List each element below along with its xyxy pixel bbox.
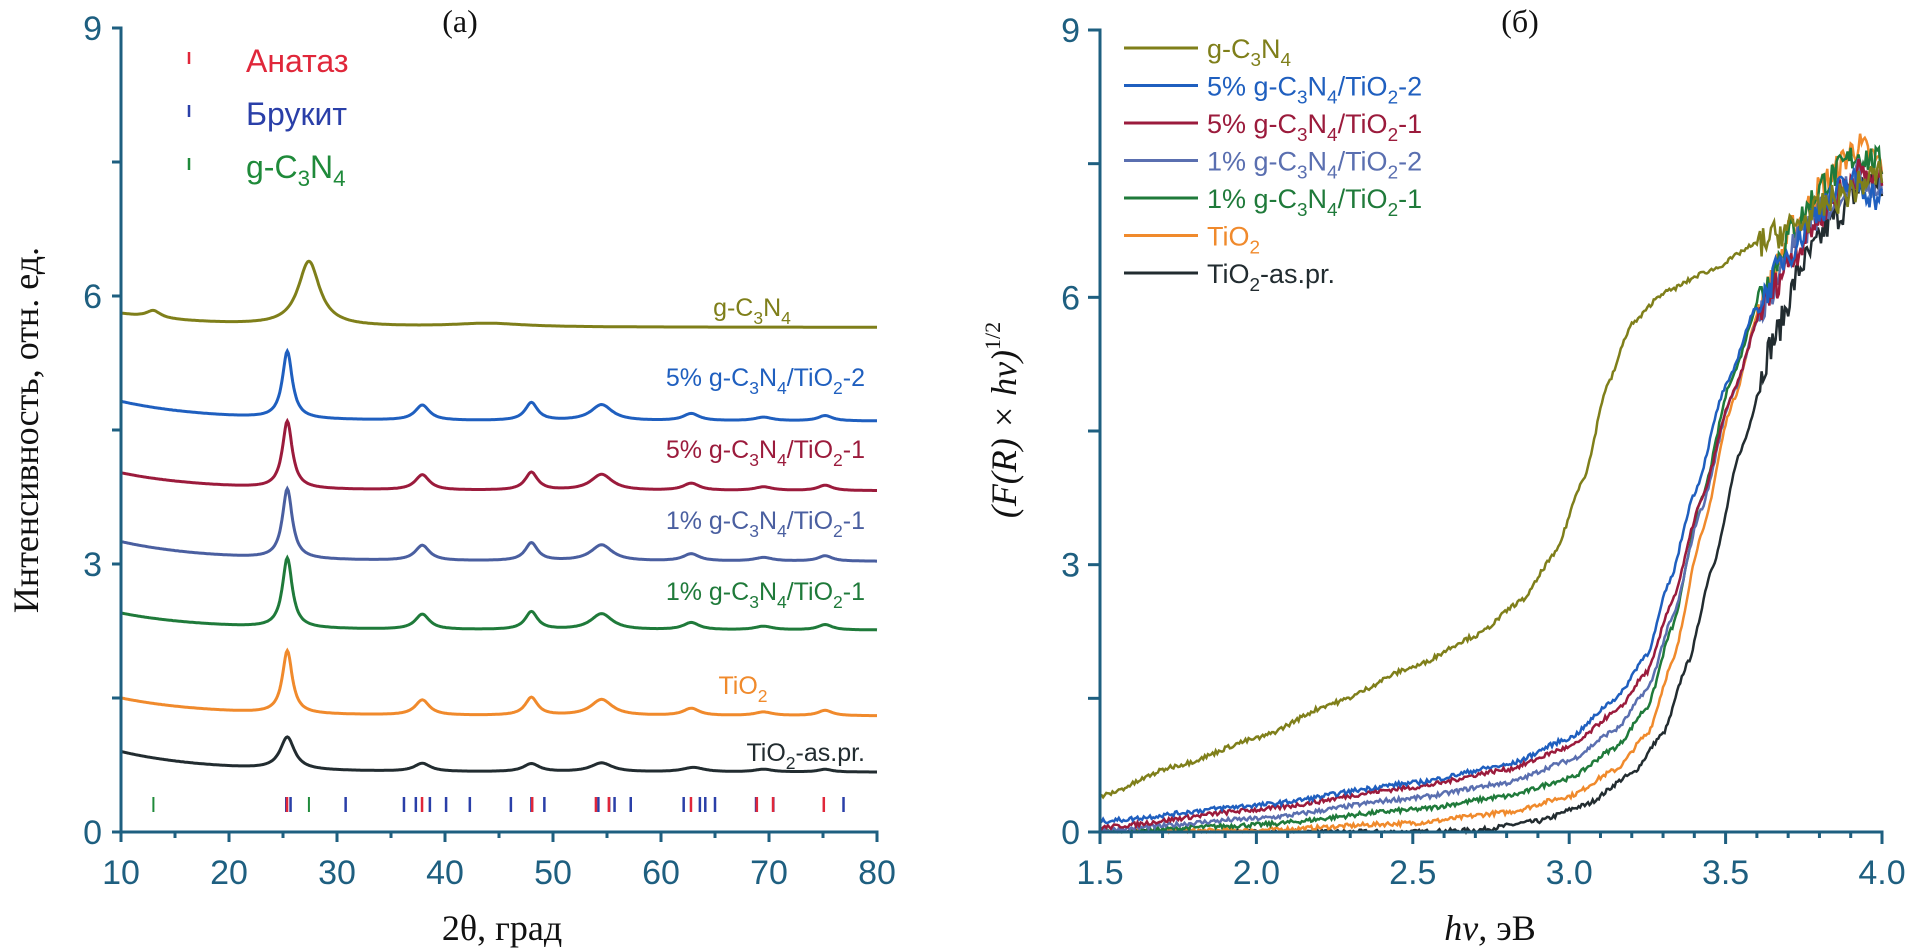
reference-legend-label: g-C3N4 bbox=[246, 149, 346, 191]
legend-label: 1% g-C3N4/TiO2-1 bbox=[1207, 184, 1422, 221]
x-axis bbox=[1090, 830, 1884, 842]
x-tick-label: 50 bbox=[534, 854, 572, 892]
xrd-series-line bbox=[120, 647, 877, 718]
panel-label-b: (б) bbox=[1501, 3, 1539, 39]
series-labels: g-C3N4 5% g-C3N4/TiO2-2 5% g-C3N4/TiO2-1 1%… bbox=[666, 294, 865, 773]
x-tick-label: 3.0 bbox=[1546, 854, 1593, 892]
series-label: 5% g-C3N4/TiO2-2 bbox=[666, 364, 865, 398]
xrd-series-line bbox=[120, 735, 877, 774]
y-tick-label: 3 bbox=[1061, 547, 1080, 585]
y-tick-label: 9 bbox=[83, 10, 102, 48]
x-tick-label: 2.0 bbox=[1233, 854, 1280, 892]
series-label: 1% g-C3N4/TiO2-1 bbox=[666, 578, 865, 612]
x-tick-label: 60 bbox=[642, 854, 680, 892]
x-tick-label: 80 bbox=[858, 854, 896, 892]
xrd-series-line bbox=[120, 485, 877, 563]
x-tick-label: 70 bbox=[750, 854, 788, 892]
xrd-series-line bbox=[120, 554, 878, 632]
legend-label: 1% g-C3N4/TiO2-2 bbox=[1207, 147, 1422, 184]
x-tick-label: 20 bbox=[210, 854, 248, 892]
series-label: 1% g-C3N4/TiO2-1 bbox=[666, 507, 865, 541]
x-tick-label: 30 bbox=[318, 854, 356, 892]
xrd-series-line bbox=[120, 417, 877, 492]
x-axis-title: hν, эВ bbox=[1444, 908, 1535, 948]
xrd-series-line bbox=[120, 259, 877, 329]
y-tick-label: 9 bbox=[1061, 12, 1080, 50]
xrd-series-line bbox=[120, 347, 877, 423]
y-tick-label: 6 bbox=[83, 278, 102, 316]
xrd-chart: (а) g-C3N4 5% g-C3N4/TiO2-2 5% g-C3N4/TiO2… bbox=[6, 3, 896, 948]
y-ticks: 0 3 6 9 bbox=[83, 10, 121, 852]
legend-label: 5% g-C3N4/TiO2-2 bbox=[1207, 72, 1422, 109]
series-label: TiO2-as.pr. bbox=[746, 739, 865, 773]
y-tick-label: 0 bbox=[83, 814, 102, 852]
reference-legend: Анатаз Брукит g-C3N4 bbox=[187, 43, 349, 191]
reference-legend-label: Анатаз bbox=[246, 43, 349, 79]
y-tick-label: 3 bbox=[83, 546, 102, 584]
x-tick-label: 1.5 bbox=[1076, 854, 1123, 892]
x-tick-label: 10 bbox=[102, 854, 140, 892]
y-tick-label: 0 bbox=[1061, 814, 1080, 852]
panel-label-a: (а) bbox=[442, 3, 478, 39]
tauc-series-line bbox=[1099, 144, 1884, 834]
y-ticks: 0 3 6 9 bbox=[1061, 12, 1100, 852]
series-label: g-C3N4 bbox=[713, 294, 791, 328]
legend-label: TiO2-as.pr. bbox=[1207, 259, 1335, 296]
tauc-series-line bbox=[1099, 158, 1884, 832]
y-axis-title: (F(R) × hν)1/2 bbox=[980, 322, 1024, 518]
x-tick-label: 2.5 bbox=[1389, 854, 1436, 892]
series-label: 5% g-C3N4/TiO2-1 bbox=[666, 436, 865, 470]
x-ticks: 10 20 30 40 50 60 70 80 bbox=[102, 832, 896, 892]
x-axis bbox=[112, 830, 879, 842]
series-label: TiO2 bbox=[718, 672, 767, 706]
tauc-series-line bbox=[1099, 160, 1884, 800]
legend-label: 5% g-C3N4/TiO2-1 bbox=[1207, 109, 1422, 146]
y-tick-label: 6 bbox=[1061, 279, 1080, 317]
y-axis-title: Интенсивность, отн. ед. bbox=[6, 247, 46, 613]
legend-label: g-C3N4 bbox=[1207, 34, 1291, 71]
x-tick-label: 3.5 bbox=[1702, 854, 1749, 892]
reference-legend-label: Брукит bbox=[246, 96, 347, 132]
x-tick-label: 40 bbox=[426, 854, 464, 892]
reference-sticks bbox=[152, 797, 845, 812]
legend-label: TiO2 bbox=[1207, 222, 1260, 259]
x-tick-label: 4.0 bbox=[1858, 854, 1905, 892]
x-axis-title: 2θ, град bbox=[442, 908, 562, 948]
xrd-curves bbox=[120, 259, 878, 774]
tauc-series-line bbox=[1099, 166, 1883, 825]
x-ticks: 1.5 2.0 2.5 3.0 3.5 4.0 bbox=[1076, 832, 1906, 892]
